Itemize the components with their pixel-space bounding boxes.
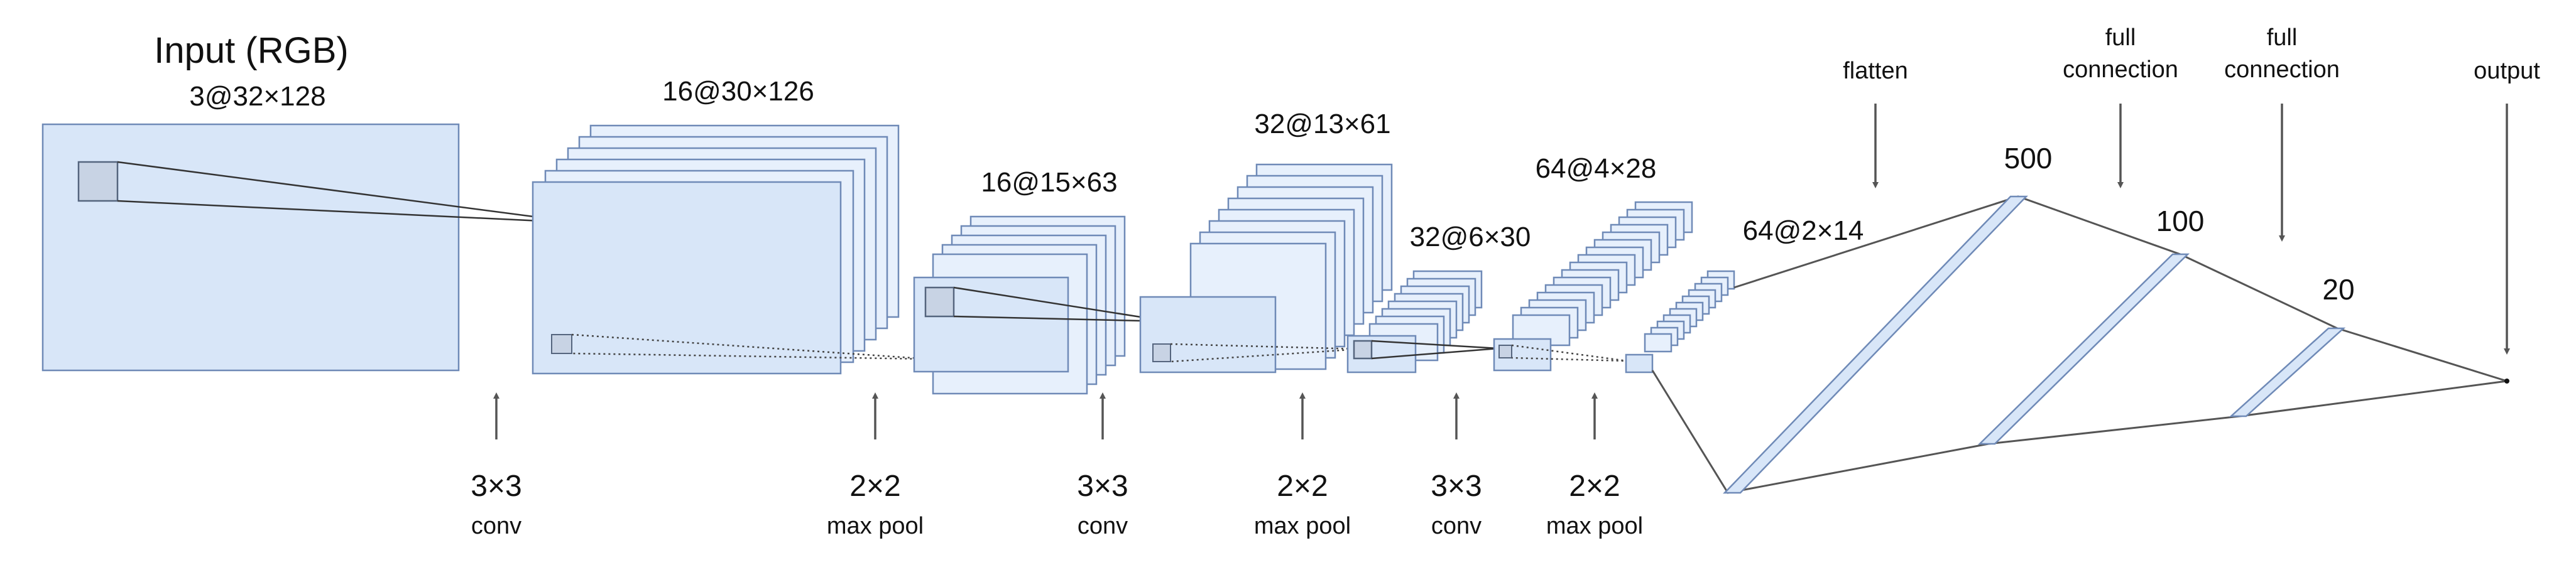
fc-20-label: 20 xyxy=(2322,273,2354,306)
pool2-kernel xyxy=(1353,340,1373,360)
input-kernel xyxy=(77,161,119,202)
conv3-kernel xyxy=(1498,345,1512,358)
op-conv2-type-label: conv xyxy=(1078,513,1128,539)
pool1-stack xyxy=(913,215,1126,395)
conv2-size-label: 32@13×61 xyxy=(1254,109,1390,139)
op-pool3-kernel-label: 2×2 xyxy=(1569,470,1620,503)
full-connection-2-label-line1: full xyxy=(2267,24,2298,51)
op-conv3-type-label: conv xyxy=(1431,513,1482,539)
flatten-label: flatten xyxy=(1843,58,1908,84)
pool1-size-label: 16@15×63 xyxy=(981,167,1117,198)
fully-connected-section xyxy=(1651,195,2509,494)
op-pool1-kernel-label: 2×2 xyxy=(849,470,900,503)
conv3-size-label: 64@4×28 xyxy=(1536,153,1657,184)
conv1-front-map xyxy=(532,181,842,375)
fc-layer-20 xyxy=(2229,327,2346,417)
conv1-kernel xyxy=(551,334,572,354)
op-pool2-kernel-label: 2×2 xyxy=(1277,470,1328,503)
pool1-kernel xyxy=(924,286,955,318)
op-conv2-kernel-label: 3×3 xyxy=(1077,470,1128,503)
pool2-size-label: 32@6×30 xyxy=(1410,222,1531,252)
conv1-size-label: 16@30×126 xyxy=(662,76,814,107)
op-pool3-type-label: max pool xyxy=(1546,513,1643,539)
op-conv1-kernel-label: 3×3 xyxy=(471,470,521,503)
pool3-map xyxy=(1644,333,1673,353)
input-title: Input (RGB) xyxy=(154,30,348,71)
full-connection-1-label-line1: full xyxy=(2105,24,2136,51)
pool3-stack xyxy=(1625,270,1735,374)
pool3-size-label: 64@2×14 xyxy=(1743,215,1864,246)
output-node xyxy=(2504,379,2509,384)
op-pool2-type-label: max pool xyxy=(1254,513,1351,539)
full-connection-2-label-line2: connection xyxy=(2224,56,2340,83)
fc-100-label: 100 xyxy=(2156,205,2205,237)
fc-500-label: 500 xyxy=(2004,142,2053,175)
fc-outline-bottom xyxy=(1651,370,2508,494)
conv2-kernel xyxy=(1152,343,1171,362)
op-conv1-type-label: conv xyxy=(471,513,521,539)
fc-layer-100 xyxy=(1977,253,2190,445)
output-label: output xyxy=(2474,58,2540,84)
input-size-label: 3@32×128 xyxy=(189,81,325,112)
op-pool1-type-label: max pool xyxy=(827,513,924,539)
pool3-front-map xyxy=(1625,353,1654,374)
fc-layer-500 xyxy=(1723,195,2028,494)
conv3-stack xyxy=(1493,201,1693,372)
conv1-stack xyxy=(532,124,900,375)
full-connection-1-label-line2: connection xyxy=(2063,56,2178,83)
op-conv3-kernel-label: 3×3 xyxy=(1431,470,1482,503)
